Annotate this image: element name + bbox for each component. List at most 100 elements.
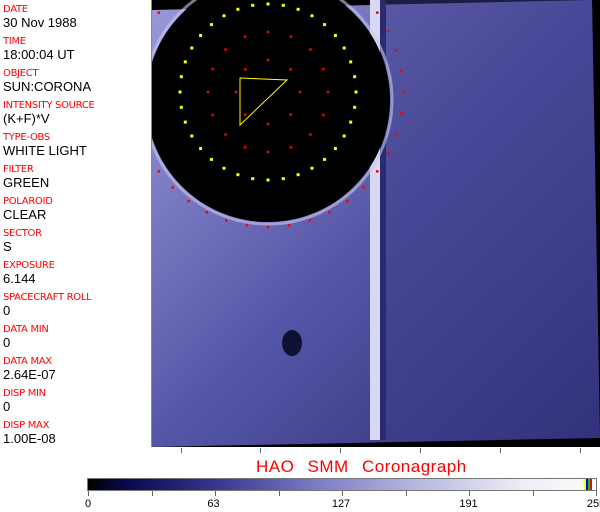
field-value: SUN:CORONA <box>3 79 92 94</box>
grid-dot <box>296 7 300 11</box>
grid-dot <box>209 157 213 161</box>
grid-dot <box>395 132 398 135</box>
grid-dot <box>333 147 337 151</box>
grid-dot <box>225 219 228 222</box>
grid-dot <box>326 90 330 94</box>
axis-tick <box>181 448 182 453</box>
field-label: INTENSITY SOURCE <box>3 100 95 111</box>
grid-dot <box>199 147 203 151</box>
grid-dot <box>178 90 182 94</box>
metadata-panel: DATE 30 Nov 1988 TIME 18:00:04 UT OBJECT SUN:… <box>0 0 152 447</box>
instrument-title: HAO SMM Coronagraph <box>256 457 467 476</box>
grid-dot <box>187 199 190 203</box>
axis-tick <box>260 448 261 453</box>
grid-dot <box>309 133 312 136</box>
field-date: DATE 30 Nov 1988 <box>3 4 77 30</box>
grid-dot <box>349 120 353 124</box>
grid-dot <box>243 35 247 38</box>
colorbar-tick <box>215 491 216 496</box>
grid-dot <box>375 11 379 14</box>
grid-dot <box>266 122 270 126</box>
grid-dot <box>245 224 249 227</box>
field-object: OBJECT SUN:CORONA <box>3 68 91 94</box>
grid-dot <box>244 113 247 116</box>
grid-dot <box>323 23 327 27</box>
grid-dot <box>289 35 293 38</box>
field-spacecraft-roll: SPACECRAFT ROLL 0 <box>3 292 92 318</box>
grid-dot <box>395 49 398 52</box>
field-data-min: DATA MIN 0 <box>3 324 49 350</box>
grid-dot <box>289 146 293 149</box>
pylon-streak <box>370 0 380 440</box>
grid-dot <box>222 166 226 170</box>
grid-dot <box>157 11 161 14</box>
axis-tick <box>500 448 501 453</box>
grid-dot <box>190 134 194 138</box>
grid-dot <box>287 224 291 227</box>
grid-dot <box>199 33 203 37</box>
field-sector: SECTOR S <box>3 228 42 254</box>
grid-dot <box>400 69 403 73</box>
grid-dot <box>322 67 325 71</box>
grid-dot <box>281 177 285 181</box>
grid-dot <box>308 219 311 222</box>
color-bar-special-colors <box>584 479 592 490</box>
grid-dot <box>333 33 337 37</box>
sun-marker <box>239 77 289 127</box>
grid-dot <box>289 113 292 116</box>
colorbar-tick <box>405 491 407 496</box>
grid-dot <box>211 67 214 71</box>
grid-dot <box>179 105 183 109</box>
dark-spot <box>282 330 302 356</box>
field-value: S <box>3 239 12 254</box>
axis-tick <box>420 448 421 453</box>
field-value: 1.00E-08 <box>3 431 56 446</box>
field-polaroid: POLAROID CLEAR <box>3 196 53 222</box>
field-time: TIME 18:00:04 UT <box>3 36 75 62</box>
field-label: DISP MAX <box>3 420 50 431</box>
grid-dot <box>224 48 227 51</box>
grid-dot <box>234 90 238 94</box>
grid-dot <box>387 152 390 155</box>
grid-dot <box>375 170 379 173</box>
grid-dot <box>171 186 174 189</box>
field-label: EXPOSURE <box>3 260 55 271</box>
grid-dot <box>353 105 357 109</box>
grid-dot <box>266 58 270 62</box>
grid-dot <box>266 225 270 229</box>
field-label: DATE <box>3 4 28 15</box>
colorbar-tick <box>151 491 153 496</box>
field-disp-min: DISP MIN 0 <box>3 388 46 414</box>
colorbar-tick <box>278 491 280 496</box>
grid-dot <box>309 48 312 51</box>
grid-dot <box>179 75 183 79</box>
axis-tick <box>580 448 581 453</box>
grid-dot <box>236 7 240 11</box>
grid-dots <box>157 2 405 229</box>
grid-dot <box>183 60 187 64</box>
grid-dot <box>310 166 314 170</box>
field-value: 0 <box>3 303 11 318</box>
grid-dot <box>157 170 161 173</box>
field-value: CLEAR <box>3 207 47 222</box>
grid-dot <box>401 90 405 94</box>
colorbar-tick <box>342 491 343 496</box>
grid-dot <box>296 173 300 177</box>
colorbar-tick <box>88 491 89 496</box>
grid-dot <box>206 90 210 94</box>
field-filter: FILTER GREEN <box>3 164 49 190</box>
field-label: SECTOR <box>3 228 42 239</box>
colorbar-tick-label: 0 <box>84 498 92 510</box>
field-label: FILTER <box>3 164 34 175</box>
colorbar-tick <box>469 491 470 496</box>
grid-dot <box>183 120 187 124</box>
grid-dot <box>190 46 194 50</box>
grid-dot <box>244 68 247 71</box>
grid-dot <box>353 75 357 79</box>
grid-dot <box>298 90 302 94</box>
field-label: DISP MIN <box>3 388 46 399</box>
grid-dot <box>211 113 214 117</box>
axis-tick <box>340 448 341 453</box>
grid-dot <box>266 178 270 182</box>
grid-dot <box>354 90 358 94</box>
